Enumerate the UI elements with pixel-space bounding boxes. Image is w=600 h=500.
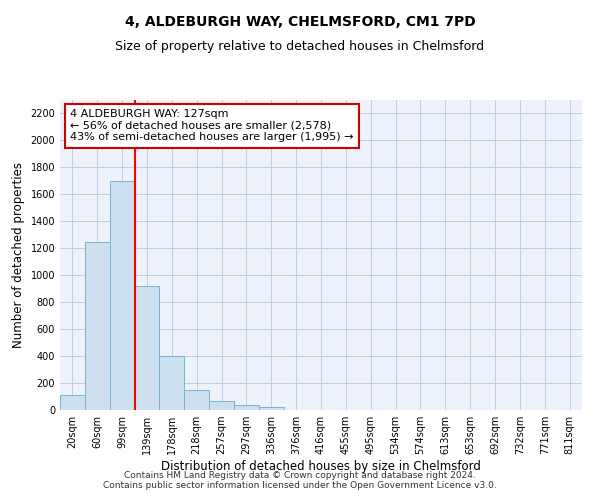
Bar [85, 242, 110, 410]
Text: 4, ALDEBURGH WAY, CHELMSFORD, CM1 7PD: 4, ALDEBURGH WAY, CHELMSFORD, CM1 7PD [125, 15, 475, 29]
Bar [259, 406, 284, 410]
Bar [160, 356, 184, 410]
Bar [184, 390, 209, 410]
X-axis label: Distribution of detached houses by size in Chelmsford: Distribution of detached houses by size … [161, 460, 481, 473]
Text: Size of property relative to detached houses in Chelmsford: Size of property relative to detached ho… [115, 40, 485, 53]
Text: 4 ALDEBURGH WAY: 127sqm
← 56% of detached houses are smaller (2,578)
43% of semi: 4 ALDEBURGH WAY: 127sqm ← 56% of detache… [70, 110, 354, 142]
Bar [209, 401, 234, 410]
Bar [60, 395, 85, 410]
Bar [110, 181, 134, 410]
Y-axis label: Number of detached properties: Number of detached properties [12, 162, 25, 348]
Bar [134, 286, 160, 410]
Bar [234, 406, 259, 410]
Text: Contains HM Land Registry data © Crown copyright and database right 2024.
Contai: Contains HM Land Registry data © Crown c… [103, 470, 497, 490]
